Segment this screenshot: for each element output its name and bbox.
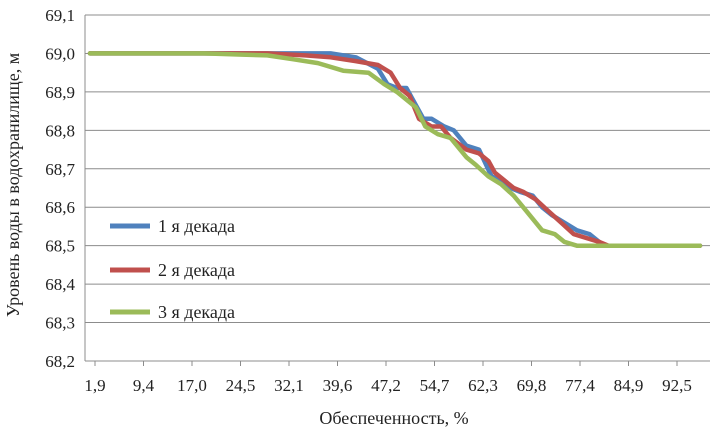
x-tick-label: 84,9: [614, 376, 644, 395]
legend-label: 2 я декада: [158, 260, 235, 280]
x-tick-label: 9,4: [133, 376, 155, 395]
series-lines: [87, 51, 703, 248]
x-tick-label: 24,5: [226, 376, 256, 395]
x-tick-label: 1,9: [84, 376, 105, 395]
x-tick-label: 17,0: [177, 376, 207, 395]
y-tick-label: 68,4: [45, 275, 75, 294]
y-tick-label: 68,9: [45, 83, 75, 102]
x-tick-label: 92,5: [662, 376, 692, 395]
y-tick-labels: 68,2 68,3 68,4 68,5 68,6 68,7 68,8 68,9 69,0 69,1: [45, 6, 75, 371]
legend: 1 я декада 2 я декада 3 я декада: [110, 216, 235, 322]
x-tick-label: 77,4: [565, 376, 595, 395]
series-line-3: [87, 51, 703, 248]
series-line-1: [87, 51, 703, 248]
y-tick-label: 68,6: [45, 198, 75, 217]
x-axis-title: Обеспеченность, %: [319, 408, 468, 428]
y-tick-label: 68,5: [45, 237, 75, 256]
grid: [84, 14, 710, 366]
y-axis-title: Уровень воды в водохранилище, м: [3, 53, 23, 317]
series-line-2: [87, 51, 703, 248]
x-tick-label: 32,1: [274, 376, 304, 395]
y-tick-label: 68,8: [45, 121, 75, 140]
y-tick-label: 69,1: [45, 6, 75, 25]
x-tick-label: 54,7: [420, 376, 450, 395]
y-tick-label: 68,2: [45, 352, 75, 371]
x-tick-label: 62,3: [468, 376, 498, 395]
y-tick-label: 68,7: [45, 160, 75, 179]
legend-label: 3 я декада: [158, 302, 235, 322]
x-tick-label: 69,8: [517, 376, 547, 395]
y-tick-label: 68,3: [45, 314, 75, 333]
x-tick-label: 47,2: [371, 376, 401, 395]
legend-label: 1 я декада: [158, 216, 235, 236]
x-tick-label: 39,6: [323, 376, 353, 395]
x-tick-labels: 1,9 9,4 17,0 24,5 32,1 39,6 47,2 54,7 62,3 69,8 77…: [84, 376, 692, 395]
y-tick-label: 69,0: [45, 44, 75, 63]
